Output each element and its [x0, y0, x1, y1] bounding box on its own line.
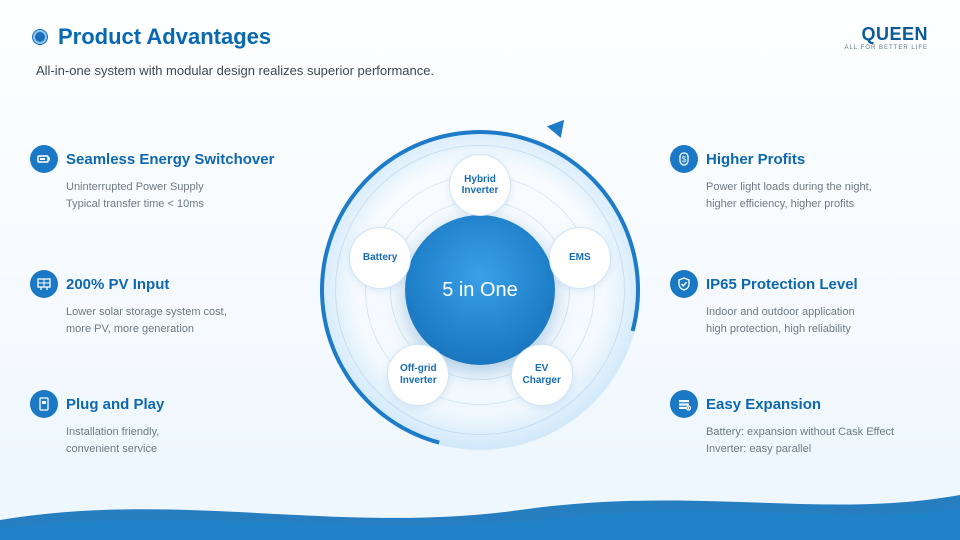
core-label: 5 in One — [442, 279, 518, 302]
diagram-core: 5 in One — [405, 215, 555, 365]
feature-body: Uninterrupted Power SupplyTypical transf… — [30, 179, 290, 212]
diagram-node: Off-gridInverter — [387, 344, 449, 406]
title-bullet-icon — [32, 29, 48, 45]
pv-icon — [30, 270, 58, 298]
page-title: Product Advantages — [58, 24, 271, 50]
feature-body: Power light loads during the night,highe… — [670, 179, 930, 212]
content-area: Seamless Energy Switchover Uninterrupted … — [0, 110, 960, 510]
brand-logo: QUEEN ALL FOR BETTER LIFE — [845, 24, 928, 51]
svg-text:$: $ — [682, 155, 687, 164]
feature-body: Indoor and outdoor applicationhigh prote… — [670, 304, 930, 337]
diagram-node: EMS — [549, 227, 611, 289]
money-icon: $ — [670, 145, 698, 173]
diagram-node: HybridInverter — [449, 154, 511, 216]
battery-icon — [30, 145, 58, 173]
feature-title: 200% PV Input — [66, 276, 169, 293]
diagram-node: EVCharger — [511, 344, 573, 406]
feature-body: Battery: expansion without Cask EffectIn… — [670, 424, 930, 457]
feature-title: IP65 Protection Level — [706, 276, 858, 293]
feature-body: Installation friendly,convenient service — [30, 424, 290, 457]
brand-tagline: ALL FOR BETTER LIFE — [845, 45, 928, 51]
feature-block: Plug and Play Installation friendly,conve… — [30, 390, 290, 457]
radial-diagram: 5 in One HybridInverter EMS EVCharger Off-g… — [310, 120, 650, 460]
shield-icon — [670, 270, 698, 298]
subtitle: All-in-one system with modular design re… — [0, 59, 960, 78]
diagram-node: Battery — [349, 227, 411, 289]
feature-block: 200% PV Input Lower solar storage system … — [30, 270, 290, 337]
expand-icon — [670, 390, 698, 418]
feature-block: Easy Expansion Battery: expansion without… — [670, 390, 930, 457]
feature-block: IP65 Protection Level Indoor and outdoor … — [670, 270, 930, 337]
feature-title: Plug and Play — [66, 396, 164, 413]
arrowhead-icon — [547, 114, 571, 138]
feature-block: Seamless Energy Switchover Uninterrupted … — [30, 145, 290, 212]
footer-wave — [0, 480, 960, 540]
feature-title: Easy Expansion — [706, 396, 821, 413]
plug-icon — [30, 390, 58, 418]
brand-name: QUEEN — [845, 24, 928, 45]
feature-body: Lower solar storage system cost,more PV,… — [30, 304, 290, 337]
feature-block: $ Higher Profits Power light loads during … — [670, 145, 930, 212]
feature-title: Seamless Energy Switchover — [66, 151, 274, 168]
feature-title: Higher Profits — [706, 151, 805, 168]
